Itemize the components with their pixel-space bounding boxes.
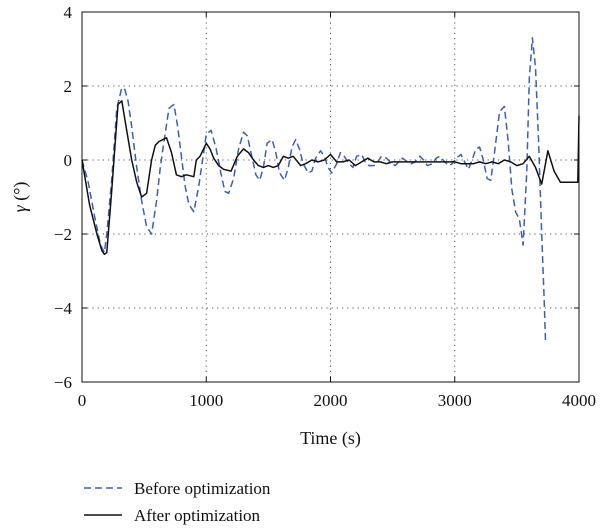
- y-tick-label: 4: [64, 3, 73, 22]
- axis-ticks: 0 1000 2000 3000 4000 4 2 0 −2 −4 −6: [54, 3, 596, 410]
- series-line-before: [81, 37, 547, 342]
- legend-label-after: After optimization: [134, 506, 261, 525]
- x-tick-label: 4000: [562, 391, 596, 410]
- series-line-after: [81, 100, 580, 256]
- series-layer: [81, 37, 580, 342]
- y-tick-label: −2: [54, 225, 72, 244]
- x-axis-title: Time (s): [300, 428, 361, 449]
- y-tick-label: −6: [54, 373, 72, 392]
- legend-label-before: Before optimization: [134, 479, 271, 498]
- x-tick-label: 2000: [314, 391, 348, 410]
- x-tick-label: 3000: [438, 391, 472, 410]
- x-tick-label: 0: [78, 391, 87, 410]
- grid: [82, 12, 579, 382]
- y-tick-label: 2: [64, 77, 73, 96]
- plot-frame: [81, 11, 580, 383]
- y-tick-label: −4: [54, 299, 73, 318]
- x-tick-label: 1000: [189, 391, 223, 410]
- y-tick-label: 0: [64, 151, 73, 170]
- y-axis-unit: (°): [10, 182, 31, 206]
- y-axis-symbol: γ: [10, 204, 30, 212]
- legend: Before optimization After optimization: [84, 479, 271, 525]
- y-axis-title: γ (°): [10, 182, 31, 213]
